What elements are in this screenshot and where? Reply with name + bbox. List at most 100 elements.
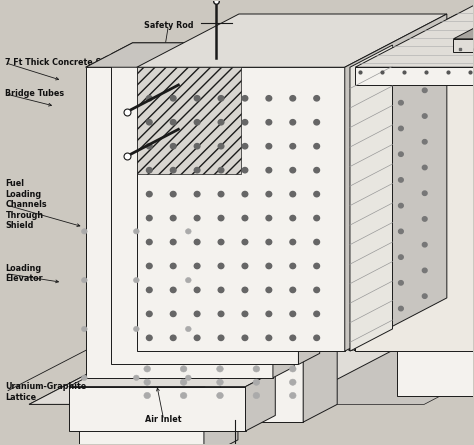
- Polygon shape: [355, 14, 474, 67]
- Text: Bridge Tubes: Bridge Tubes: [5, 89, 64, 98]
- Circle shape: [218, 120, 224, 125]
- Polygon shape: [137, 14, 447, 67]
- Circle shape: [242, 215, 248, 221]
- Circle shape: [314, 215, 319, 221]
- Circle shape: [290, 215, 296, 221]
- Circle shape: [422, 165, 427, 170]
- Circle shape: [290, 287, 296, 293]
- Circle shape: [290, 167, 296, 173]
- Polygon shape: [69, 371, 275, 387]
- Circle shape: [146, 215, 152, 221]
- Circle shape: [399, 306, 403, 311]
- Circle shape: [290, 392, 296, 399]
- Circle shape: [242, 144, 248, 149]
- Polygon shape: [454, 39, 474, 52]
- Circle shape: [170, 120, 176, 125]
- Circle shape: [422, 217, 427, 221]
- Polygon shape: [345, 14, 447, 351]
- Circle shape: [253, 379, 260, 385]
- Circle shape: [375, 113, 380, 117]
- Circle shape: [242, 96, 248, 101]
- Circle shape: [185, 229, 191, 234]
- Circle shape: [218, 215, 224, 221]
- Circle shape: [290, 144, 296, 149]
- Polygon shape: [220, 351, 303, 422]
- Circle shape: [170, 311, 176, 316]
- Circle shape: [194, 120, 200, 125]
- Circle shape: [399, 152, 403, 156]
- Polygon shape: [79, 369, 238, 387]
- Circle shape: [218, 335, 224, 340]
- Circle shape: [180, 392, 187, 399]
- Circle shape: [314, 191, 319, 197]
- Circle shape: [290, 366, 296, 372]
- Circle shape: [351, 254, 356, 259]
- Circle shape: [194, 263, 200, 269]
- Circle shape: [185, 326, 191, 332]
- Circle shape: [146, 311, 152, 316]
- Circle shape: [170, 287, 176, 293]
- Circle shape: [144, 379, 151, 385]
- Circle shape: [266, 335, 272, 340]
- Circle shape: [266, 120, 272, 125]
- Circle shape: [170, 144, 176, 149]
- Circle shape: [266, 96, 272, 101]
- Text: Loading
Elevator: Loading Elevator: [5, 264, 43, 283]
- Circle shape: [290, 311, 296, 316]
- Circle shape: [351, 228, 356, 233]
- Circle shape: [82, 375, 87, 380]
- Circle shape: [375, 139, 380, 143]
- Polygon shape: [111, 43, 319, 54]
- Circle shape: [290, 335, 296, 340]
- Circle shape: [375, 190, 380, 194]
- Circle shape: [266, 167, 272, 173]
- Polygon shape: [220, 333, 337, 351]
- Circle shape: [185, 375, 191, 380]
- Circle shape: [266, 144, 272, 149]
- Polygon shape: [111, 54, 299, 364]
- Circle shape: [422, 88, 427, 93]
- Circle shape: [242, 311, 248, 316]
- Circle shape: [399, 75, 403, 79]
- Circle shape: [217, 366, 223, 372]
- Polygon shape: [137, 67, 345, 351]
- Circle shape: [290, 191, 296, 197]
- Circle shape: [399, 255, 403, 259]
- Circle shape: [242, 263, 248, 269]
- Circle shape: [375, 267, 380, 272]
- Circle shape: [218, 167, 224, 173]
- Text: Control Rod
Location: Control Rod Location: [388, 251, 441, 270]
- Circle shape: [146, 239, 152, 245]
- Circle shape: [146, 191, 152, 197]
- Polygon shape: [86, 56, 294, 67]
- Circle shape: [422, 140, 427, 144]
- Text: Experimental
Hole: Experimental Hole: [388, 217, 448, 237]
- Circle shape: [146, 335, 152, 340]
- Polygon shape: [137, 67, 241, 174]
- Polygon shape: [355, 67, 474, 351]
- Polygon shape: [355, 5, 474, 67]
- Circle shape: [218, 191, 224, 197]
- Polygon shape: [29, 245, 474, 405]
- Circle shape: [146, 287, 152, 293]
- Circle shape: [134, 375, 139, 380]
- Polygon shape: [86, 67, 273, 378]
- Circle shape: [266, 191, 272, 197]
- Circle shape: [314, 239, 319, 245]
- Circle shape: [170, 191, 176, 197]
- Text: Channel Scanning Device: Channel Scanning Device: [265, 49, 380, 58]
- Circle shape: [170, 239, 176, 245]
- Circle shape: [253, 392, 260, 399]
- Polygon shape: [273, 56, 294, 378]
- Circle shape: [82, 326, 87, 332]
- Circle shape: [146, 144, 152, 149]
- Polygon shape: [69, 387, 246, 431]
- Circle shape: [375, 164, 380, 169]
- Text: Airflow
Baffle: Airflow Baffle: [388, 177, 420, 197]
- Circle shape: [351, 305, 356, 310]
- Circle shape: [134, 326, 139, 332]
- Circle shape: [134, 229, 139, 234]
- Circle shape: [314, 335, 319, 340]
- Circle shape: [266, 287, 272, 293]
- Text: Fuel
Loading
Channels
Through
Shield: Fuel Loading Channels Through Shield: [5, 179, 47, 230]
